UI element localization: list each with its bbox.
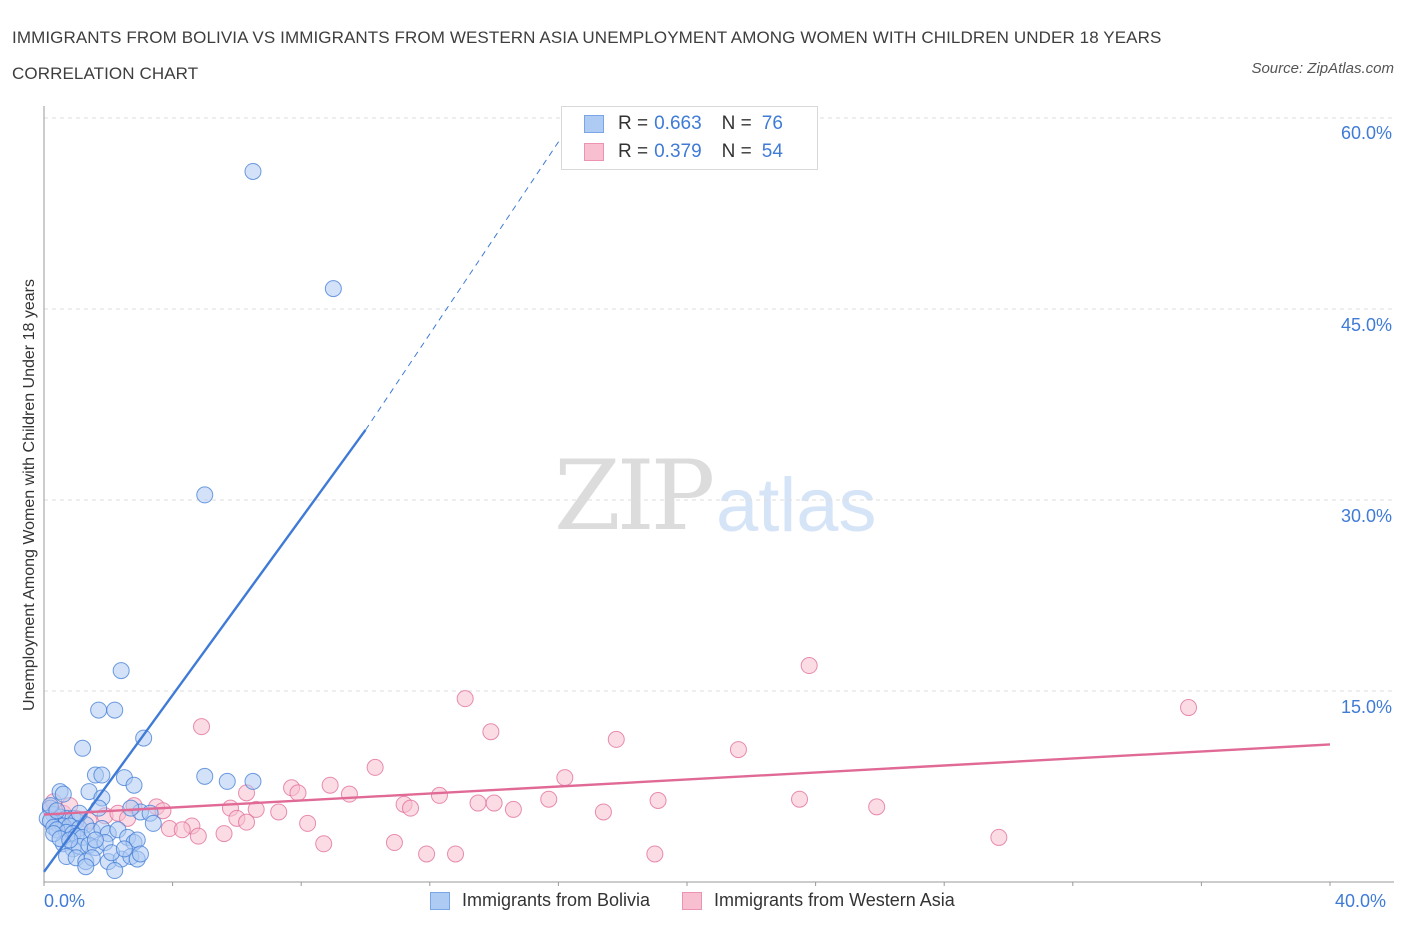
western-asia-point bbox=[729, 741, 747, 759]
bottom-legend-swatch-bolivia bbox=[430, 891, 450, 910]
legend-r-value: 0.663 bbox=[654, 113, 702, 134]
western-asia-point bbox=[299, 814, 317, 832]
western-asia-point bbox=[430, 786, 448, 804]
watermark-atlas: atlas bbox=[716, 463, 877, 548]
bolivia-point bbox=[106, 701, 124, 719]
western-asia-point bbox=[402, 799, 420, 817]
western-asia-point bbox=[385, 834, 403, 852]
legend-swatch-western-asia bbox=[584, 143, 604, 161]
legend: R = 0.663 N = 76 R = 0.379 N = 54 bbox=[561, 106, 818, 170]
legend-r-value: 0.379 bbox=[654, 141, 702, 162]
bolivia-point bbox=[74, 739, 92, 757]
bolivia-trend-line bbox=[43, 429, 367, 873]
bolivia-point bbox=[93, 766, 111, 784]
bolivia-point bbox=[112, 662, 130, 680]
bolivia-point bbox=[106, 862, 124, 880]
western-asia-point bbox=[247, 800, 265, 818]
western-asia-point bbox=[366, 758, 384, 776]
western-asia-point bbox=[173, 821, 191, 839]
bolivia-point bbox=[125, 776, 143, 794]
y-tick-label-30: 30.0% bbox=[1340, 506, 1392, 526]
western-asia-point bbox=[646, 845, 664, 863]
western-asia-point bbox=[791, 790, 809, 808]
western-asia-point bbox=[649, 792, 667, 810]
western-asia-point bbox=[469, 794, 487, 812]
x-tick-label-min: 0.0% bbox=[44, 891, 86, 911]
bottom-legend-item-bolivia: Immigrants from Bolivia bbox=[430, 890, 650, 911]
chart-title: IMMIGRANTS FROM BOLIVIA VS IMMIGRANTS FR… bbox=[12, 28, 1162, 83]
bolivia-point bbox=[244, 162, 262, 180]
bolivia-point bbox=[244, 772, 262, 790]
bolivia-point bbox=[86, 831, 104, 849]
bolivia-point bbox=[122, 799, 140, 817]
western-asia-point bbox=[504, 800, 522, 818]
western-asia-point bbox=[340, 785, 358, 803]
watermark-zip: ZIP bbox=[554, 440, 715, 552]
bottom-legend-label-bolivia: Immigrants from Bolivia bbox=[462, 890, 651, 910]
x-tick-label-max: 40.0% bbox=[1335, 891, 1387, 911]
western-asia-point bbox=[289, 784, 307, 802]
bolivia-point bbox=[54, 785, 72, 803]
bolivia-point bbox=[218, 772, 236, 790]
bolivia-point bbox=[196, 486, 214, 504]
western-asia-point bbox=[800, 657, 818, 675]
western-asia-point bbox=[868, 798, 886, 816]
western-asia-point bbox=[215, 825, 233, 843]
y-tick-label-15: 15.0% bbox=[1340, 697, 1392, 717]
legend-n-value: 54 bbox=[761, 141, 783, 162]
legend-row-western-asia: R = 0.379 N = 54 bbox=[584, 140, 783, 164]
bolivia-point bbox=[90, 701, 108, 719]
bottom-legend-item-western-asia: Immigrants from Western Asia bbox=[682, 890, 955, 911]
western-asia-point bbox=[540, 790, 558, 808]
y-tick-label-60: 60.0% bbox=[1340, 123, 1392, 143]
bolivia-point bbox=[131, 845, 149, 863]
legend-n-label: N = bbox=[721, 141, 752, 162]
western-asia-point bbox=[238, 813, 256, 831]
western-asia-point bbox=[482, 723, 500, 741]
western-asia-point bbox=[556, 769, 574, 787]
legend-r-label: R = bbox=[618, 113, 649, 134]
y-tick-label-45: 45.0% bbox=[1340, 315, 1392, 335]
western-asia-trend-line bbox=[43, 743, 1331, 816]
legend-r-label: R = bbox=[618, 141, 649, 162]
bolivia-trend-extension bbox=[365, 117, 575, 431]
western-asia-point bbox=[1180, 699, 1198, 717]
bottom-legend: Immigrants from Bolivia Immigrants from … bbox=[430, 890, 987, 911]
western-asia-point bbox=[447, 845, 465, 863]
western-asia-point bbox=[189, 827, 207, 845]
western-asia-point bbox=[321, 776, 339, 794]
western-asia-point bbox=[270, 803, 288, 821]
western-asia-point bbox=[315, 835, 333, 853]
bolivia-point bbox=[196, 767, 214, 785]
western-asia-point bbox=[594, 803, 612, 821]
legend-n-label: N = bbox=[721, 113, 752, 134]
bolivia-point bbox=[48, 802, 66, 820]
western-asia-point bbox=[193, 718, 211, 736]
bolivia-point bbox=[324, 280, 342, 298]
western-asia-point bbox=[990, 828, 1008, 846]
western-asia-point bbox=[607, 730, 625, 748]
western-asia-point bbox=[485, 794, 503, 812]
legend-swatch-bolivia bbox=[584, 115, 604, 133]
source-note: Source: ZipAtlas.com bbox=[1251, 60, 1394, 77]
legend-n-value: 76 bbox=[761, 113, 783, 134]
western-asia-point bbox=[418, 845, 436, 863]
bolivia-point bbox=[144, 814, 162, 832]
bolivia-point bbox=[77, 858, 95, 876]
bottom-legend-swatch-western-asia bbox=[682, 891, 703, 910]
legend-row-bolivia: R = 0.663 N = 76 bbox=[584, 112, 783, 136]
western-asia-point bbox=[456, 690, 474, 708]
bottom-legend-label-western-asia: Immigrants from Western Asia bbox=[714, 890, 955, 910]
bolivia-point bbox=[115, 840, 133, 858]
